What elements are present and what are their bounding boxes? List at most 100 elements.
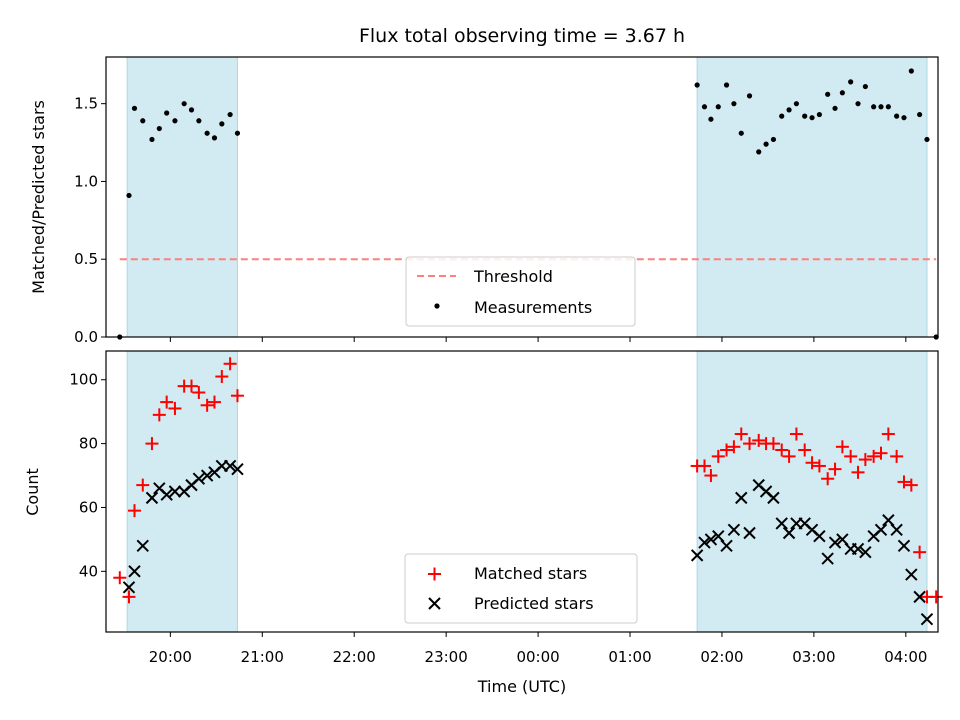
- y-tick-label: 1.0: [74, 172, 98, 190]
- matched-star-marker: [727, 440, 741, 454]
- legend-predicted-swatch: [428, 597, 441, 610]
- matched-star-marker: [230, 389, 244, 403]
- measurement-point: [763, 141, 769, 147]
- matched-star-marker: [828, 462, 842, 476]
- x-tick-label: 00:00: [516, 648, 559, 666]
- measurement-point: [825, 91, 831, 97]
- matched-star-marker: [184, 379, 198, 393]
- legend-matched-label: Matched stars: [474, 564, 587, 583]
- count-legend-box: [404, 553, 638, 624]
- measurement-point: [715, 104, 721, 110]
- measurement-point: [770, 136, 777, 143]
- legend-measurements-label: Measurements: [474, 298, 592, 317]
- matched-star-marker: [113, 571, 127, 585]
- predicted-star-marker: [782, 526, 796, 540]
- matched-star-marker: [890, 449, 904, 463]
- predicted-star-marker: [727, 523, 741, 537]
- measurement-point: [738, 130, 744, 136]
- measurement-point: [140, 118, 146, 124]
- matched-star-marker: [127, 504, 141, 518]
- y-tick-label: 0.0: [74, 328, 98, 346]
- count-y-axis: 40 60 80 100: [69, 371, 106, 580]
- measurement-point: [731, 101, 737, 107]
- matched-star-marker: [782, 449, 796, 463]
- y-tick-label: 0.5: [74, 250, 98, 268]
- measurement-point: [878, 104, 884, 110]
- matched-star-marker: [122, 590, 136, 604]
- measurement-point: [219, 121, 225, 127]
- measurement-point: [832, 105, 838, 111]
- matched-star-marker: [858, 453, 872, 467]
- matched-star-marker: [215, 370, 229, 384]
- measurement-point: [227, 111, 233, 118]
- measurement-point: [885, 104, 891, 110]
- measurement-point: [196, 118, 202, 124]
- measurement-point: [894, 113, 900, 119]
- matched-star-marker: [874, 446, 888, 460]
- measurement-point: [816, 111, 823, 118]
- predicted-star-marker: [821, 552, 834, 565]
- measurement-point: [694, 82, 700, 88]
- measurement-point: [802, 113, 808, 119]
- measurement-point: [839, 90, 845, 96]
- matched-star-marker: [929, 590, 943, 604]
- matched-star-marker: [897, 475, 911, 489]
- predicted-star-marker: [905, 568, 918, 581]
- matched-star-marker: [867, 449, 881, 463]
- x-tick-label: 22:00: [333, 648, 376, 666]
- predicted-star-marker: [690, 549, 704, 562]
- observing-windows: [126, 350, 928, 633]
- predicted-star-marker: [913, 590, 926, 604]
- ratio-x-ticks: [169, 337, 907, 342]
- y-tick-label: 100: [69, 371, 98, 389]
- measurement-point: [786, 107, 792, 113]
- chart-title: Flux total observing time = 3.67 h: [359, 25, 685, 47]
- measurement-point: [204, 130, 210, 136]
- y-tick-label: 40: [79, 562, 98, 580]
- observing-window: [696, 350, 928, 633]
- y-tick-label: 60: [79, 498, 98, 516]
- count-legend: Matched stars Predicted stars: [404, 553, 638, 624]
- predicted-star-marker: [231, 462, 244, 476]
- matched-star-marker: [192, 386, 206, 400]
- matched-star-marker: [711, 449, 725, 463]
- y-tick-label: 1.5: [74, 95, 98, 113]
- measurement-point: [126, 192, 132, 199]
- matched-star-marker: [812, 459, 826, 473]
- measurement-point: [172, 118, 178, 124]
- predicted-star-marker: [920, 613, 934, 626]
- measurement-point: [924, 136, 930, 143]
- predicted-star-marker: [890, 523, 903, 537]
- matched-star-marker: [844, 449, 858, 463]
- measurement-point: [708, 116, 714, 122]
- matched-star-marker: [720, 443, 734, 457]
- predicted-star-marker: [897, 539, 911, 552]
- measurement-points: [117, 68, 939, 340]
- measurement-point: [149, 136, 155, 143]
- y-tick-label: 80: [79, 435, 98, 453]
- predicted-star-marker: [828, 536, 842, 549]
- matched-star-marker: [775, 443, 789, 457]
- measurement-point: [701, 104, 708, 110]
- x-tick-label: 01:00: [608, 648, 651, 666]
- measurement-point: [723, 82, 730, 88]
- predicted-star-marker: [767, 491, 780, 505]
- predicted-star-marker: [160, 488, 173, 501]
- measurement-point: [211, 135, 218, 141]
- matched-star-marker: [766, 437, 780, 451]
- matched-star-points: [113, 357, 943, 604]
- measurement-point: [917, 111, 923, 118]
- measurement-point: [809, 115, 815, 121]
- matched-star-marker: [207, 395, 221, 409]
- predicted-star-marker: [136, 539, 149, 552]
- matched-star-marker: [743, 437, 757, 451]
- time-x-axis: 20:00 21:00 22:00 23:00 00:00 01:00 02:00 03:00…: [149, 632, 927, 666]
- predicted-star-marker: [168, 485, 182, 498]
- measurement-point: [756, 149, 762, 155]
- predicted-star-marker: [122, 581, 136, 594]
- predicted-star-marker: [128, 565, 141, 578]
- matched-star-marker: [704, 469, 718, 483]
- predicted-star-marker: [851, 542, 865, 556]
- measurement-point: [793, 101, 800, 107]
